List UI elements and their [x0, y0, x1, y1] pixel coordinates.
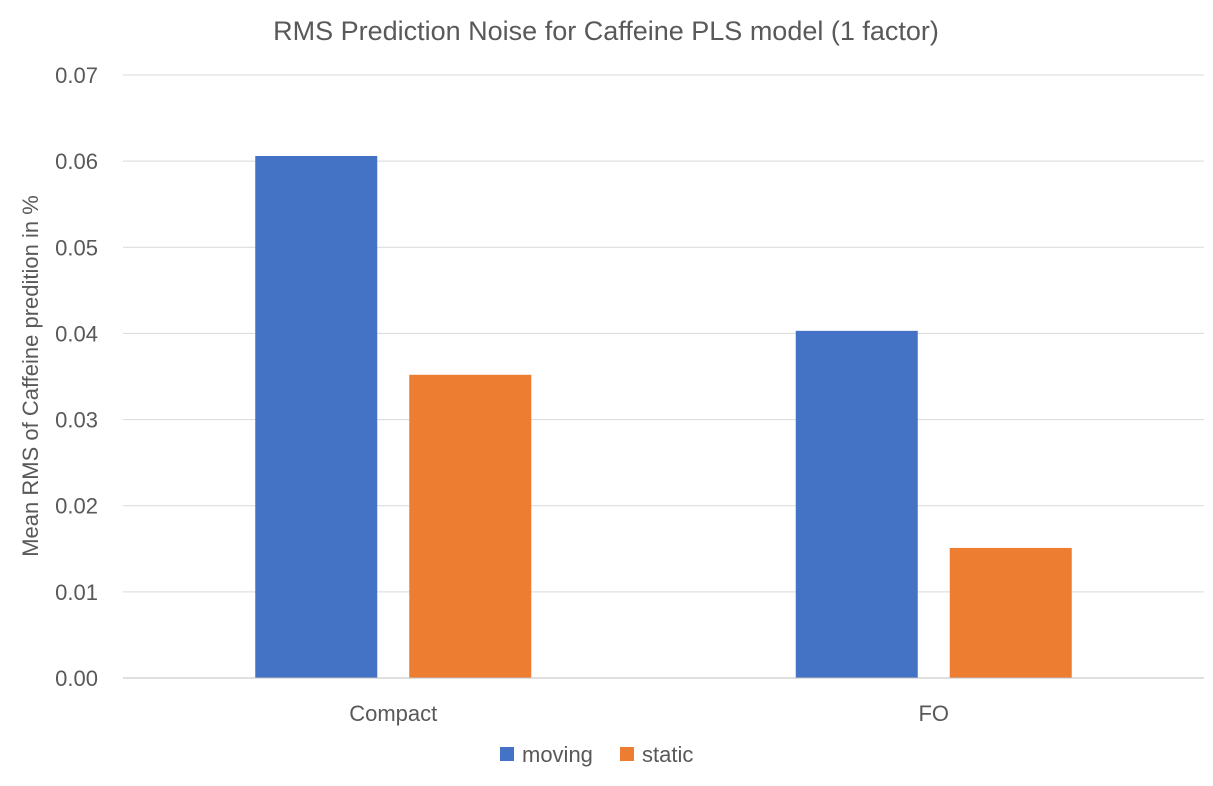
x-category-label: Compact — [349, 701, 437, 726]
x-axis-categories: Compact FO — [349, 701, 949, 726]
y-tick-label: 0.02 — [55, 494, 98, 519]
y-tick-label: 0.04 — [55, 321, 98, 346]
y-tick-label: 0.06 — [55, 149, 98, 174]
y-axis-title: Mean RMS of Caffeine predition in % — [18, 195, 43, 557]
legend: moving static — [500, 742, 693, 767]
bar-static-fo — [949, 547, 1072, 678]
x-category-label: FO — [918, 701, 949, 726]
legend-label-moving: moving — [522, 742, 593, 767]
y-tick-label: 0.01 — [55, 580, 98, 605]
y-tick-label: 0.05 — [55, 235, 98, 260]
y-axis-ticks: 0.00 0.01 0.02 0.03 0.04 0.05 0.06 0.07 — [55, 63, 98, 691]
bar-moving-compact — [255, 155, 378, 678]
legend-label-static: static — [642, 742, 693, 767]
y-tick-label: 0.07 — [55, 63, 98, 88]
bar-moving-fo — [795, 330, 918, 678]
legend-swatch-static — [620, 747, 634, 761]
chart-title: RMS Prediction Noise for Caffeine PLS mo… — [273, 16, 939, 46]
y-tick-label: 0.00 — [55, 666, 98, 691]
bar-static-compact — [409, 374, 532, 678]
bars — [255, 155, 1072, 678]
y-tick-label: 0.03 — [55, 408, 98, 433]
legend-swatch-moving — [500, 747, 514, 761]
